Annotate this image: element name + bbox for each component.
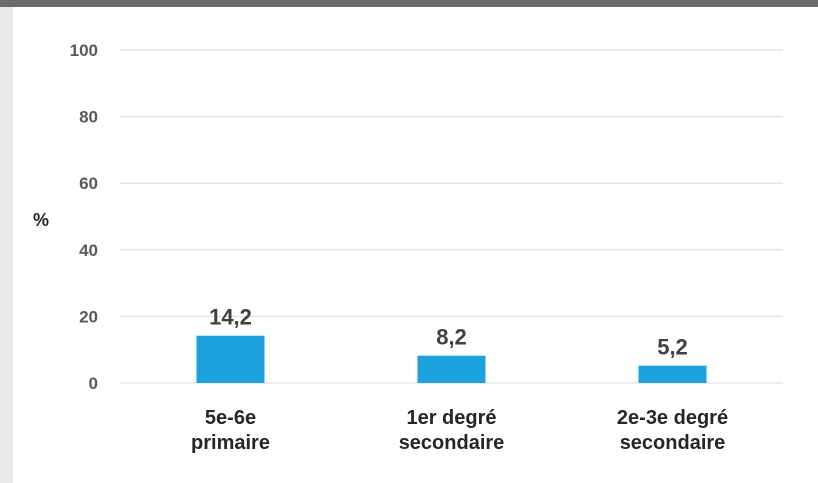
y-tick-label: 20: [79, 307, 98, 326]
data-labels: 14,2 8,2 5,2: [209, 305, 688, 360]
y-tick-label: 40: [79, 241, 98, 260]
category-labels: 5e-6e primaire 1er degré secondaire 2e-3e de…: [191, 407, 728, 454]
y-axis-label: %: [33, 210, 49, 230]
bar: [196, 335, 265, 383]
chart-panel: [13, 7, 818, 483]
bars: [196, 335, 707, 383]
category-label: secondaire: [620, 432, 726, 454]
category-label: 2e-3e degré: [617, 407, 728, 429]
y-tick-label: 0: [89, 374, 98, 393]
y-tick-label: 80: [79, 108, 98, 127]
y-tick-labels: 0 20 40 60 80 100: [70, 41, 98, 393]
y-tick-label: 100: [70, 41, 98, 60]
data-label: 5,2: [657, 335, 688, 360]
bar: [638, 365, 707, 383]
category-label: primaire: [191, 432, 270, 454]
y-tick-label: 60: [79, 174, 98, 193]
data-label: 14,2: [209, 305, 252, 330]
top-border: [0, 0, 818, 7]
category-label: secondaire: [399, 432, 505, 454]
category-label: 5e-6e: [205, 407, 256, 429]
bar: [417, 355, 486, 383]
data-label: 8,2: [436, 325, 467, 350]
category-label: 1er degré: [406, 407, 496, 429]
